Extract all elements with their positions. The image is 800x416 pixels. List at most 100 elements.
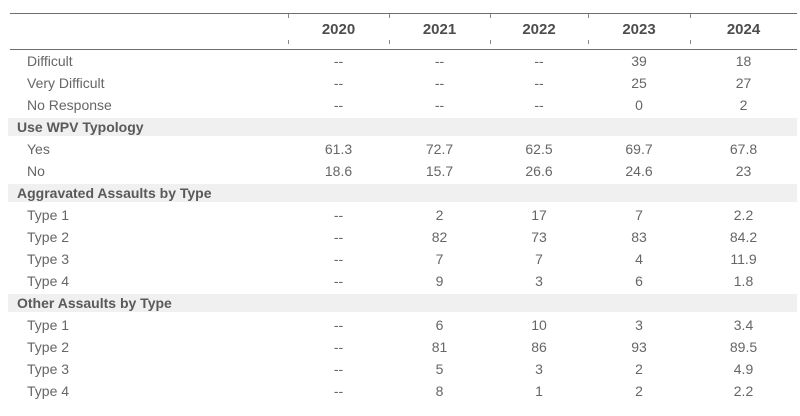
row-label: Type 3 xyxy=(27,361,70,377)
table-row: Type 3 -- 7 7 4 11.9 xyxy=(10,248,797,270)
cell-value: -- xyxy=(333,273,344,289)
cell-value: 2 xyxy=(739,97,748,113)
section-header-label: Use WPV Typology xyxy=(8,118,797,136)
cell-value: 15.7 xyxy=(425,163,454,179)
year-column-header-2024: 2024 xyxy=(690,13,797,50)
cell-value: -- xyxy=(333,229,344,245)
row-label: Difficult xyxy=(27,53,73,69)
cell-value: 93 xyxy=(631,339,647,355)
column-boundary-tick xyxy=(588,14,589,18)
year-column-header-2022: 2022 xyxy=(490,13,588,50)
table-row: Type 2 -- 82 73 83 84.2 xyxy=(10,226,797,248)
year-column-header-2023: 2023 xyxy=(588,13,690,50)
cell-value: 3 xyxy=(635,317,643,333)
table-body: Difficult -- -- -- 39 18 Very Difficult … xyxy=(8,50,797,403)
column-boundary-tick xyxy=(288,40,289,44)
cell-value: 3 xyxy=(535,361,543,377)
section-header-row: Other Assaults by Type xyxy=(8,292,797,314)
header-row: 2020 2021 2022 2023 2024 xyxy=(10,13,797,50)
cell-value: 6 xyxy=(435,317,444,333)
row-label: Type 2 xyxy=(27,339,70,355)
section-header-label: Other Assaults by Type xyxy=(8,294,797,312)
cell-value: 2 xyxy=(635,383,643,399)
cell-value: 27 xyxy=(735,75,752,91)
cell-value: -- xyxy=(434,75,445,91)
cell-value: -- xyxy=(333,339,344,355)
row-label: Type 1 xyxy=(27,317,70,333)
table-row: Type 3 -- 5 3 2 4.9 xyxy=(10,358,797,380)
cell-value: 81 xyxy=(431,339,448,355)
cell-value: 10 xyxy=(531,317,547,333)
cell-value: 18 xyxy=(735,53,752,69)
column-boundary-tick xyxy=(389,14,390,18)
column-boundary-tick xyxy=(490,40,491,44)
cell-value: -- xyxy=(434,97,445,113)
cell-value: 26.6 xyxy=(525,163,553,179)
cell-value: -- xyxy=(333,251,344,267)
column-boundary-tick xyxy=(588,40,589,44)
column-boundary-tick xyxy=(490,14,491,18)
cell-value: -- xyxy=(333,207,344,223)
cell-value: 2.2 xyxy=(733,383,754,399)
cell-value: 5 xyxy=(435,361,444,377)
cell-value: -- xyxy=(434,53,445,69)
cell-value: 24.6 xyxy=(625,163,653,179)
cell-value: 0 xyxy=(635,97,643,113)
section-header-label: Aggravated Assaults by Type xyxy=(8,184,797,202)
cell-value: -- xyxy=(534,75,544,91)
table-row: Type 1 -- 6 10 3 3.4 xyxy=(10,314,797,336)
cell-value: 73 xyxy=(531,229,547,245)
cell-value: 39 xyxy=(631,53,647,69)
year-column-header-2020: 2020 xyxy=(288,13,389,50)
table-row: Type 2 -- 81 86 93 89.5 xyxy=(10,336,797,358)
cell-value: 61.3 xyxy=(324,141,353,157)
row-label: Type 1 xyxy=(27,207,70,223)
table-row: Very Difficult -- -- -- 25 27 xyxy=(10,72,797,94)
cell-value: 67.8 xyxy=(729,141,758,157)
column-boundary-tick xyxy=(389,40,390,44)
cell-value: 11.9 xyxy=(730,251,757,267)
year-column-header-2021: 2021 xyxy=(389,13,490,50)
cell-value: -- xyxy=(333,317,344,333)
row-label: Type 2 xyxy=(27,229,70,245)
cell-value: 8 xyxy=(435,383,444,399)
section-header-row: Use WPV Typology xyxy=(8,116,797,138)
cell-value: 7 xyxy=(635,207,643,223)
cell-value: 62.5 xyxy=(525,141,553,157)
cell-value: 25 xyxy=(631,75,647,91)
cell-value: 23 xyxy=(735,163,752,179)
cell-value: 2.2 xyxy=(733,207,754,223)
table-row: No Response -- -- -- 0 2 xyxy=(10,94,797,116)
section-header-row: Aggravated Assaults by Type xyxy=(8,182,797,204)
cell-value: 6 xyxy=(635,273,643,289)
cell-value: -- xyxy=(333,383,344,399)
table-row: Difficult -- -- -- 39 18 xyxy=(10,50,797,73)
survey-results-table: 2020 2021 2022 2023 2024 Difficult -- --… xyxy=(8,13,797,403)
cell-value: 2 xyxy=(635,361,643,377)
row-label: Yes xyxy=(27,141,50,157)
cell-value: 4 xyxy=(635,251,643,267)
cell-value: 7 xyxy=(435,251,444,267)
table-row: Yes 61.3 72.7 62.5 69.7 67.8 xyxy=(10,138,797,160)
column-boundary-tick xyxy=(690,40,691,44)
cell-value: -- xyxy=(333,97,344,113)
cell-value: 84.2 xyxy=(729,229,758,245)
cell-value: -- xyxy=(534,53,544,69)
row-label: Type 4 xyxy=(27,383,70,399)
cell-value: 82 xyxy=(431,229,448,245)
row-label: No xyxy=(27,163,45,179)
cell-value: 3.4 xyxy=(733,317,754,333)
cell-value: 2 xyxy=(435,207,444,223)
table-row: No 18.6 15.7 26.6 24.6 23 xyxy=(10,160,797,182)
cell-value: -- xyxy=(333,361,344,377)
cell-value: 72.7 xyxy=(425,141,454,157)
row-label: Type 3 xyxy=(27,251,70,267)
cell-value: 89.5 xyxy=(729,339,758,355)
cell-value: 1 xyxy=(535,383,543,399)
column-boundary-tick xyxy=(690,14,691,18)
column-boundary-tick xyxy=(288,14,289,18)
cell-value: 1.8 xyxy=(733,273,754,289)
cell-value: 3 xyxy=(535,273,543,289)
table-row: Type 4 -- 8 1 2 2.2 xyxy=(10,380,797,402)
